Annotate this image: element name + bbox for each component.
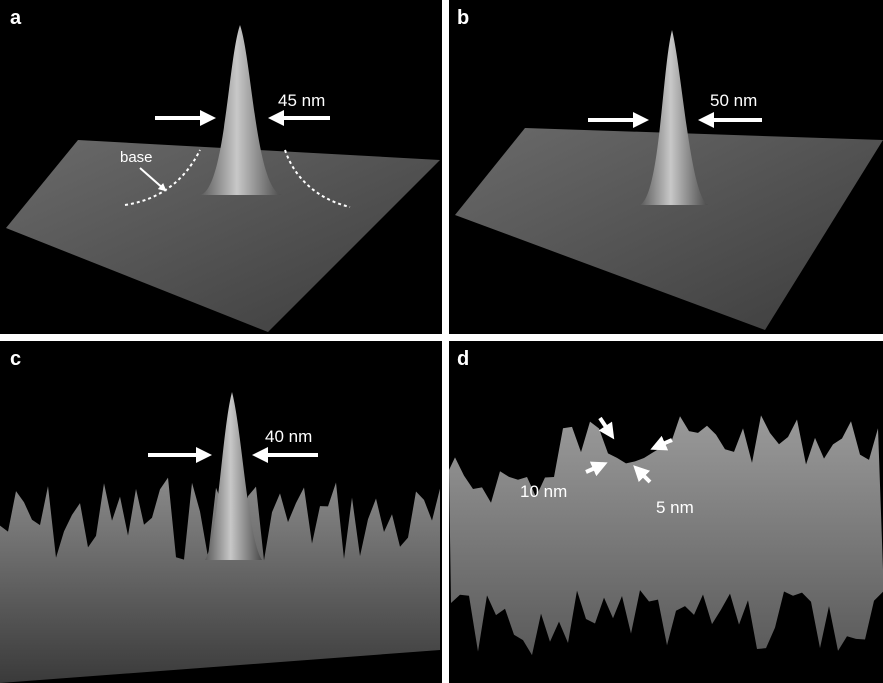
separator	[442, 0, 449, 683]
annotation: 40 nm	[265, 427, 312, 446]
page: a 45 nm base b 50 nm c 40 nm d 10 nm 5 n…	[0, 0, 883, 683]
separator	[0, 334, 883, 341]
annotation: 5 nm	[656, 498, 694, 517]
panel-label: a	[10, 7, 22, 29]
annotation: base	[120, 149, 153, 166]
figure: a 45 nm base b 50 nm c 40 nm d 10 nm 5 n…	[0, 0, 883, 683]
panel-label: d	[457, 348, 469, 370]
annotation: 50 nm	[710, 91, 757, 110]
annotation: 10 nm	[520, 482, 567, 501]
annotation: 45 nm	[278, 91, 325, 110]
panel-label: c	[10, 348, 21, 370]
panel-label: b	[457, 7, 469, 29]
